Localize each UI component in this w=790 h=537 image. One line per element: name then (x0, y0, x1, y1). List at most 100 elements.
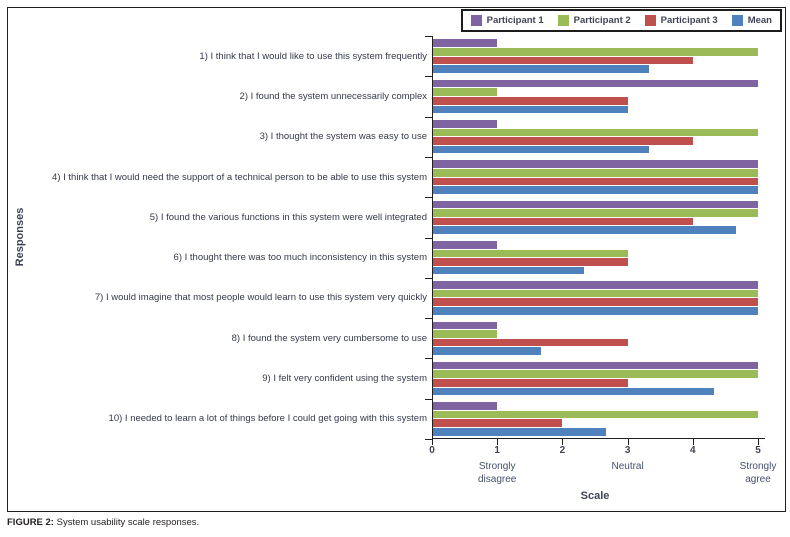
bar-participant-2 (432, 249, 628, 258)
bar-participant-1 (432, 200, 758, 209)
bar-participant-1 (432, 361, 758, 370)
bar-mean (432, 307, 758, 315)
bar-participant-3 (432, 338, 628, 347)
bar-participant-3 (432, 419, 563, 427)
category-row-6: 6) I thought there was too much inconsis… (8, 237, 758, 277)
category-label-4: 4) I think that I would need the support… (52, 171, 427, 183)
x-tick-3 (627, 439, 629, 445)
x-axis-title: Scale (580, 490, 610, 502)
legend-label-participant-2: Participant 2 (573, 15, 631, 26)
x-tick-label-2: 2 (559, 445, 566, 456)
bar-group-8 (432, 318, 758, 358)
category-label-6: 6) I thought there was too much inconsis… (173, 252, 427, 264)
y-tick-2 (425, 116, 433, 118)
y-tick-0 (425, 36, 433, 37)
bar-participant-2 (432, 410, 758, 419)
bar-mean (432, 226, 737, 235)
bar-group-7 (432, 278, 758, 318)
bar-participant-1 (432, 39, 498, 48)
category-row-10: 10) I needed to learn a lot of things be… (8, 399, 758, 439)
y-tick-4 (425, 197, 433, 199)
category-row-4: 4) I think that I would need the support… (8, 157, 758, 197)
bar-group-6 (432, 237, 758, 277)
legend-label-mean: Mean (747, 15, 772, 26)
y-tick-3 (425, 156, 433, 158)
bar-participant-3 (432, 217, 693, 226)
y-tick-1 (425, 76, 433, 78)
category-row-2: 2) I found the system unnecessarily comp… (8, 76, 758, 116)
bar-mean (432, 145, 650, 154)
y-tick-6 (425, 277, 433, 279)
legend-item-participant-3: Participant 3 (644, 15, 718, 26)
bar-participant-1 (432, 120, 498, 128)
x-tick-label-4: 4 (690, 445, 696, 456)
category-label-5: 5) I found the various functions in this… (149, 211, 427, 223)
bar-participant-3 (432, 177, 758, 186)
legend-swatch-mean (731, 15, 743, 26)
bar-group-2 (432, 76, 758, 116)
y-tick-8 (425, 358, 433, 360)
legend-item-mean: Mean (731, 15, 772, 26)
scale-annotation-strongly-agree: Strongly agree (739, 461, 777, 485)
x-tick-label-1: 1 (494, 445, 500, 456)
bar-group-3 (432, 117, 758, 157)
bar-participant-1 (432, 321, 498, 330)
bar-group-9 (432, 358, 758, 398)
bar-mean (432, 387, 715, 396)
category-row-9: 9) I felt very confident using the syste… (8, 358, 758, 398)
category-row-3: 3) I thought the system was easy to use (8, 117, 758, 157)
bar-group-5 (432, 197, 758, 237)
x-tick-1 (497, 439, 499, 445)
bar-participant-2 (432, 209, 758, 217)
figure-border-frame: Participant 1 Participant 2 Participant 3 M… (7, 7, 786, 512)
category-label-8: 8) I found the system very cumbersome to… (231, 332, 427, 344)
y-tick-5 (425, 237, 433, 239)
category-row-8: 8) I found the system very cumbersome to… (8, 318, 758, 358)
bar-participant-1 (432, 402, 498, 410)
chart-legend: Participant 1 Participant 2 Participant 3 M… (460, 9, 782, 32)
bar-mean (432, 65, 650, 73)
legend-swatch-participant-2 (557, 15, 569, 26)
bar-participant-3 (432, 96, 628, 105)
bar-group-1 (432, 36, 758, 76)
bar-participant-2 (432, 48, 758, 56)
bar-mean (432, 347, 541, 355)
legend-item-participant-1: Participant 1 (470, 15, 544, 26)
x-tick-label-5: 5 (755, 445, 761, 456)
bar-participant-2 (432, 289, 758, 298)
bar-mean (432, 105, 628, 114)
x-tick-5 (758, 439, 759, 445)
bar-participant-1 (432, 160, 758, 168)
category-row-5: 5) I found the various functions in this… (8, 197, 758, 237)
bar-group-4 (432, 157, 758, 197)
bar-participant-2 (432, 128, 758, 137)
bar-participant-2 (432, 370, 758, 379)
bar-participant-1 (432, 240, 498, 249)
bar-participant-3 (432, 379, 628, 387)
bar-participant-1 (432, 79, 758, 88)
figure-caption-label: FIGURE 2: (7, 517, 54, 528)
bar-mean (432, 186, 758, 194)
x-axis-line (432, 438, 765, 439)
legend-item-participant-2: Participant 2 (557, 15, 631, 26)
figure-caption-text: System usability scale responses. (53, 517, 200, 528)
bar-participant-3 (432, 298, 758, 307)
category-label-9: 9) I felt very confident using the syste… (262, 373, 427, 385)
scale-annotation-strongly-disagree: Strongly disagree (478, 461, 517, 485)
x-tick-label-0: 0 (429, 445, 435, 456)
x-tick-2 (562, 439, 564, 445)
category-row-1: 1) I think that I would like to use this… (8, 36, 758, 76)
bar-participant-2 (432, 88, 498, 96)
legend-label-participant-3: Participant 3 (660, 15, 718, 26)
category-label-3: 3) I thought the system was easy to use (259, 131, 427, 143)
y-tick-9 (425, 398, 433, 400)
bar-mean (432, 427, 607, 436)
category-label-10: 10) I needed to learn a lot of things be… (108, 413, 427, 425)
legend-swatch-participant-3 (644, 15, 656, 26)
category-label-1: 1) I think that I would like to use this… (199, 50, 427, 62)
category-rows: 1) I think that I would like to use this… (8, 36, 758, 439)
y-tick-10 (425, 439, 433, 440)
bar-mean (432, 266, 584, 275)
x-tick-label-3: 3 (624, 445, 631, 456)
